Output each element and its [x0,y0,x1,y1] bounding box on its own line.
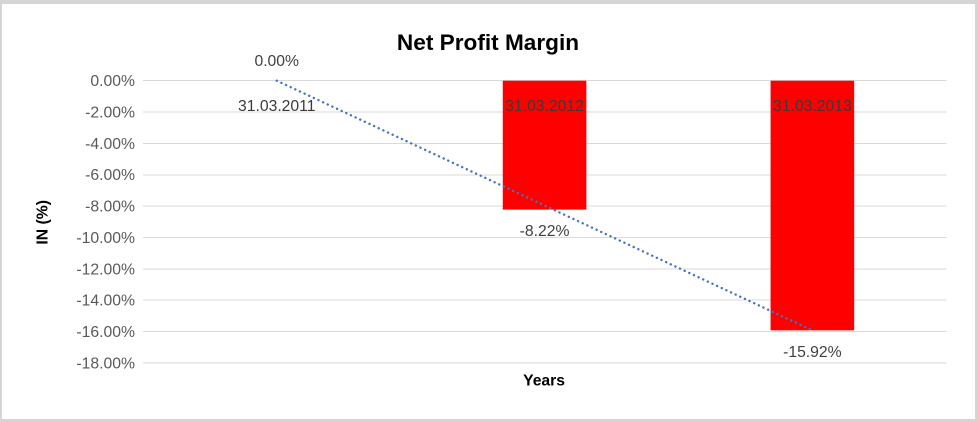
y-tick-label: -12.00% [76,261,135,278]
trendline-layer [275,79,814,332]
labels-layer: 0.00% -2.00% -4.00% -6.00% -8.00% -10.00% -12.… [76,53,852,372]
y-tick-label: -6.00% [85,167,135,184]
category-label: 31.03.2012 [505,98,584,115]
y-tick-label: -16.00% [76,324,135,341]
y-tick-label: 0.00% [90,73,135,90]
data-label: -8.22% [520,223,570,240]
y-tick-label: -4.00% [85,136,135,153]
data-label: 0.00% [254,53,299,70]
bars-layer [502,80,855,331]
category-label: 31.03.2013 [773,98,852,115]
net-profit-margin-chart: 0.00% -2.00% -4.00% -6.00% -8.00% -10.00% -12.… [34,30,947,390]
x-axis-title: Years [523,373,565,390]
bar-31.03.2013 [770,80,855,331]
data-label: -15.92% [783,344,842,361]
y-tick-label: -18.00% [76,355,135,372]
y-tick-label: -2.00% [85,104,135,121]
y-tick-label: -8.00% [85,199,135,216]
trendline [275,79,814,332]
chart-title: Net Profit Margin [397,30,579,55]
category-label: 31.03.2011 [238,98,316,115]
y-tick-label: -14.00% [76,293,135,310]
bar-31.03.2012 [502,80,587,210]
y-axis-title: IN (%) [34,200,51,245]
y-tick-label: -10.00% [76,230,135,247]
